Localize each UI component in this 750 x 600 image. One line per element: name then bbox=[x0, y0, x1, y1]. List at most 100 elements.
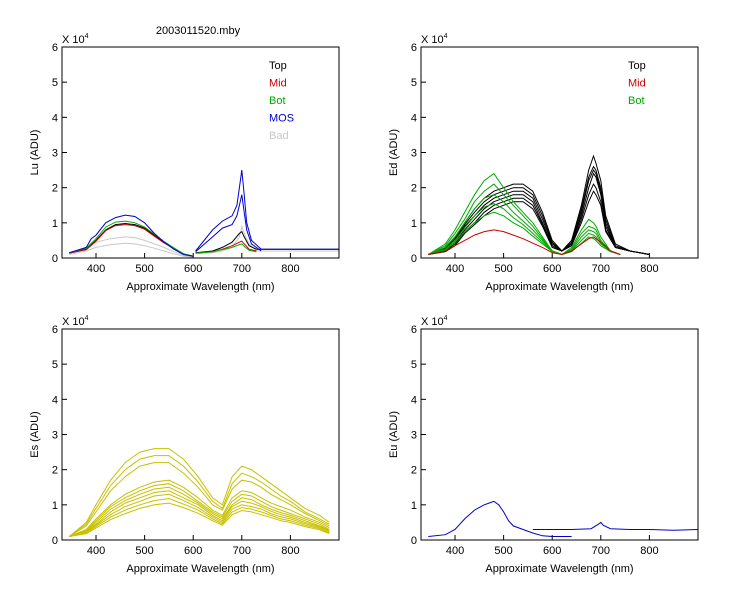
legend-entry: Top bbox=[269, 60, 287, 72]
y-multiplier-exponent: 4 bbox=[85, 315, 89, 322]
y-tick-label: 2 bbox=[52, 465, 58, 477]
series-line-lu-0 bbox=[69, 242, 194, 258]
y-multiplier-label: X 104 bbox=[421, 33, 448, 46]
y-tick-label: 2 bbox=[411, 183, 417, 195]
x-tick-label: 500 bbox=[135, 263, 153, 275]
x-tick-label: 700 bbox=[233, 263, 251, 275]
series-line-lu-7 bbox=[69, 220, 194, 257]
y-axis-label: Es (ADU) bbox=[29, 411, 41, 457]
y-multiplier-exponent: 4 bbox=[444, 315, 448, 322]
y-tick-label: 2 bbox=[52, 183, 58, 195]
y-axis-label: Eu (ADU) bbox=[388, 411, 400, 458]
x-tick-label: 400 bbox=[446, 545, 464, 557]
y-tick-label: 6 bbox=[411, 42, 417, 54]
y-tick-label: 5 bbox=[411, 359, 417, 371]
y-tick-label: 6 bbox=[52, 42, 58, 54]
x-tick-label: 700 bbox=[592, 263, 610, 275]
series-line-ed-9 bbox=[428, 202, 621, 256]
plot-frame bbox=[61, 46, 340, 259]
x-tick-label: 700 bbox=[233, 545, 251, 557]
plot-frame bbox=[420, 328, 699, 541]
series-line-ed-11 bbox=[428, 229, 621, 256]
series-line-lu-5 bbox=[69, 224, 194, 257]
y-tick-label: 4 bbox=[411, 112, 417, 124]
series-line-ed-1 bbox=[428, 165, 650, 255]
x-tick-label: 800 bbox=[640, 545, 658, 557]
x-axis-label: Approximate Wavelength (nm) bbox=[485, 281, 633, 293]
x-tick-label: 400 bbox=[87, 545, 105, 557]
x-tick-label: 500 bbox=[135, 545, 153, 557]
x-tick-label: 600 bbox=[184, 545, 202, 557]
y-tick-label: 1 bbox=[411, 218, 417, 230]
series-line-ed-7 bbox=[428, 183, 621, 256]
x-tick-label: 700 bbox=[592, 545, 610, 557]
y-tick-label: 4 bbox=[411, 394, 417, 406]
legend-entry: Top bbox=[628, 60, 646, 72]
series-line-lu-8 bbox=[195, 243, 257, 254]
series-line-ed-5 bbox=[428, 190, 650, 255]
x-tick-label: 600 bbox=[184, 263, 202, 275]
series-line-lu-3 bbox=[69, 222, 194, 257]
legend-entry: Bot bbox=[628, 95, 645, 107]
y-tick-label: 3 bbox=[52, 430, 58, 442]
y-tick-label: 3 bbox=[411, 430, 417, 442]
series-line-es-1 bbox=[69, 455, 330, 537]
series-line-es-2 bbox=[69, 462, 330, 537]
series-line-es-4 bbox=[69, 483, 330, 537]
series-line-lu-9 bbox=[69, 214, 194, 257]
x-tick-label: 800 bbox=[281, 263, 299, 275]
legend-entry: Bad bbox=[269, 130, 289, 142]
y-axis-label: Lu (ADU) bbox=[29, 130, 41, 176]
x-tick-label: 500 bbox=[494, 263, 512, 275]
series-line-ed-8 bbox=[428, 194, 621, 256]
chart-eu: 0 1 2 3 4 5 6 400 500 600 700 800 X 104 Approximate W… bbox=[388, 315, 699, 575]
y-tick-label: 0 bbox=[411, 535, 417, 547]
y-tick-label: 0 bbox=[52, 535, 58, 547]
plot-frame bbox=[61, 328, 340, 541]
y-tick-label: 1 bbox=[52, 218, 58, 230]
y-multiplier-label: X 104 bbox=[62, 33, 89, 46]
series-line-es-9 bbox=[69, 502, 330, 537]
legend-entry: MOS bbox=[269, 113, 294, 125]
series-line-eu-0 bbox=[428, 500, 572, 537]
y-multiplier-exponent: 4 bbox=[85, 33, 89, 40]
legend-entry: Mid bbox=[628, 78, 646, 90]
series-line-es-8 bbox=[69, 497, 330, 537]
series-line-es-7 bbox=[69, 493, 330, 537]
series-line-es-5 bbox=[69, 486, 330, 537]
series-line-eu-1 bbox=[532, 521, 699, 531]
y-tick-label: 4 bbox=[52, 112, 58, 124]
y-tick-label: 5 bbox=[411, 77, 417, 89]
y-multiplier-exponent: 4 bbox=[444, 33, 448, 40]
y-multiplier-label: X 104 bbox=[62, 315, 89, 328]
series-line-ed-10 bbox=[428, 211, 621, 256]
series-line-ed-3 bbox=[428, 172, 650, 255]
series-line-lu-4 bbox=[195, 230, 339, 254]
y-tick-label: 6 bbox=[52, 324, 58, 336]
chart-lu: 0 1 2 3 4 5 6 400 500 600 700 800 X 104 Approximate W… bbox=[29, 33, 340, 293]
legend-entry: Mid bbox=[269, 78, 287, 90]
y-tick-label: 5 bbox=[52, 359, 58, 371]
x-tick-label: 800 bbox=[640, 263, 658, 275]
chart-ed: 0 1 2 3 4 5 6 400 500 600 700 800 X 104 Approximate W… bbox=[388, 33, 699, 293]
chart-es: 0 1 2 3 4 5 6 400 500 600 700 800 X 104 Approximate W… bbox=[29, 315, 340, 575]
series-line-es-6 bbox=[69, 490, 330, 537]
series-line-ed-6 bbox=[428, 172, 621, 256]
y-tick-label: 5 bbox=[52, 77, 58, 89]
series-line-lu-11 bbox=[195, 194, 262, 253]
x-axis-label: Approximate Wavelength (nm) bbox=[126, 281, 274, 293]
y-axis-label: Ed (ADU) bbox=[388, 129, 400, 176]
x-tick-label: 800 bbox=[281, 545, 299, 557]
y-multiplier-label: X 104 bbox=[421, 315, 448, 328]
y-tick-label: 4 bbox=[52, 394, 58, 406]
y-tick-label: 6 bbox=[411, 324, 417, 336]
series-line-ed-0 bbox=[428, 154, 650, 255]
x-tick-label: 600 bbox=[543, 263, 561, 275]
y-tick-label: 0 bbox=[52, 253, 58, 265]
series-line-es-3 bbox=[69, 479, 330, 537]
x-tick-label: 400 bbox=[446, 263, 464, 275]
y-tick-label: 1 bbox=[411, 500, 417, 512]
series-line-lu-10 bbox=[195, 170, 339, 252]
y-tick-label: 0 bbox=[411, 253, 417, 265]
